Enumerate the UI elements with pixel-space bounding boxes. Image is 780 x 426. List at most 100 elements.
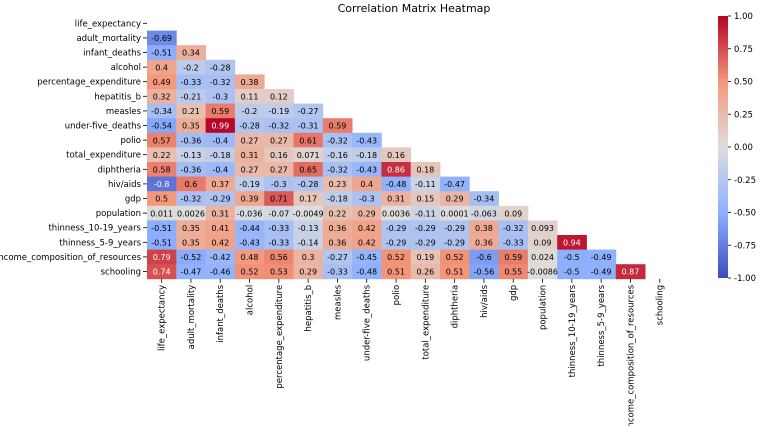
heatmap-cell [557,235,587,250]
heatmap-cell [293,205,324,221]
heatmap-cell [469,220,499,236]
heatmap-cell [264,264,294,280]
cell-value-label: 0.34 [182,49,200,58]
cell-value-label: -0.33 [181,78,202,87]
cell-value-label: 0.4 [155,63,168,72]
x-tick-label: polio [392,285,402,306]
heatmap-cell [147,220,177,236]
cell-value-label: -0.16 [327,151,348,160]
cell-value-label: -0.13 [298,224,319,233]
cell-value-label: -0.33 [268,239,289,248]
cell-value-label: -0.31 [298,122,319,131]
heatmap-cell [322,118,353,134]
heatmap-cell [147,74,177,90]
cell-value-label: 0.52 [387,253,405,262]
heatmap-cell [205,162,236,177]
cell-value-label: -0.19 [239,180,260,189]
cell-value-label: -0.29 [386,224,407,233]
cell-value-label: 0.29 [446,195,464,204]
y-tick-label: measles [106,107,142,117]
x-tick-label: income_composition_of_resources [626,284,636,426]
heatmap-cell [381,162,412,177]
heatmap-cell [293,132,324,148]
cell-value-label: -0.13 [181,151,202,160]
heatmap-cell [410,220,441,236]
heatmap-cell [293,249,324,265]
heatmap-cell [410,191,441,207]
heatmap-cell [322,264,353,280]
heatmap-cell [147,118,177,134]
heatmap-cell [264,162,294,177]
cell-value-label: 0.94 [563,239,581,248]
heatmap-cell [147,45,177,61]
cell-value-label: 0.42 [211,239,229,248]
cell-value-label: 0.52 [241,268,259,277]
cell-value-label: -0.47 [444,180,465,189]
y-tick-label: thinness_5-9_years [59,238,141,248]
heatmap-cell [264,205,294,221]
cell-value-label: -0.48 [356,268,377,277]
heatmap-cell [322,235,353,250]
cell-value-label: 0.55 [504,268,522,277]
cell-value-label: -0.49 [591,253,612,262]
cell-value-label: 0.31 [211,209,229,218]
heatmap-cell [322,132,353,148]
cell-value-label: -0.69 [151,34,172,43]
chart-title: Correlation Matrix Heatmap [338,2,491,15]
heatmap-cell [381,264,412,280]
heatmap-cell [264,235,294,250]
cell-value-label: 0.071 [297,151,320,160]
x-tick-label: hepatitis_b [304,285,314,332]
cell-value-label: -0.33 [503,239,524,248]
heatmap-cell [469,235,499,250]
heatmap-cell [147,235,177,250]
cell-value-label: 0.17 [299,195,317,204]
cell-value-label: -0.46 [210,268,231,277]
y-tick-label: schooling [101,268,141,278]
cell-value-label: -0.34 [151,107,172,116]
heatmap-cell [176,220,206,236]
heatmap-cell [205,147,236,163]
cell-value-label: 0.42 [358,224,376,233]
cell-value-label: -0.43 [239,239,260,248]
cell-value-label: 0.59 [329,122,347,131]
colorbar-tick-label: -0.50 [734,209,756,219]
cell-value-label: -0.3 [359,195,375,204]
heatmap-cell [176,118,206,134]
cell-value-label: -0.44 [239,224,260,233]
heatmap-cell [176,205,206,221]
heatmap-cell [293,220,324,236]
cell-value-label: -0.51 [151,224,172,233]
heatmap-cell [322,205,353,221]
cell-value-label: 0.35 [182,239,200,248]
heatmap-cell [234,89,265,104]
heatmap-cell [147,59,177,75]
cell-value-label: 0.27 [241,136,259,145]
cell-value-label: 0.22 [329,209,347,218]
y-tick-label: under-five_deaths [65,122,142,132]
cell-value-label: -0.3 [212,93,228,102]
heatmap-cell [234,249,265,265]
heatmap-cell [410,235,441,250]
cell-value-label: -0.32 [327,166,348,175]
heatmap-cell [176,147,206,163]
colorbar-tick-label: -1.00 [734,274,756,284]
cell-value-label: 0.093 [531,224,554,233]
cell-value-label: 0.38 [475,224,493,233]
heatmap-cell [293,147,324,163]
heatmap-cell [410,176,441,192]
y-tick-label: infant_deaths [83,49,141,59]
cell-value-label: 0.48 [241,253,259,262]
heatmap-cell [264,176,294,192]
y-tick-label: percentage_expenditure [37,78,141,88]
x-tick-label: measles [333,284,343,320]
cell-value-label: -0.36 [181,166,202,175]
heatmap-cell [264,132,294,148]
heatmap-cell [352,249,382,265]
heatmap-cell [234,132,265,148]
cell-value-label: 0.35 [182,224,200,233]
heatmap-cell [410,249,441,265]
heatmap-cell [205,132,236,148]
cell-value-label: 0.87 [622,268,640,277]
heatmap-cell [176,74,206,90]
